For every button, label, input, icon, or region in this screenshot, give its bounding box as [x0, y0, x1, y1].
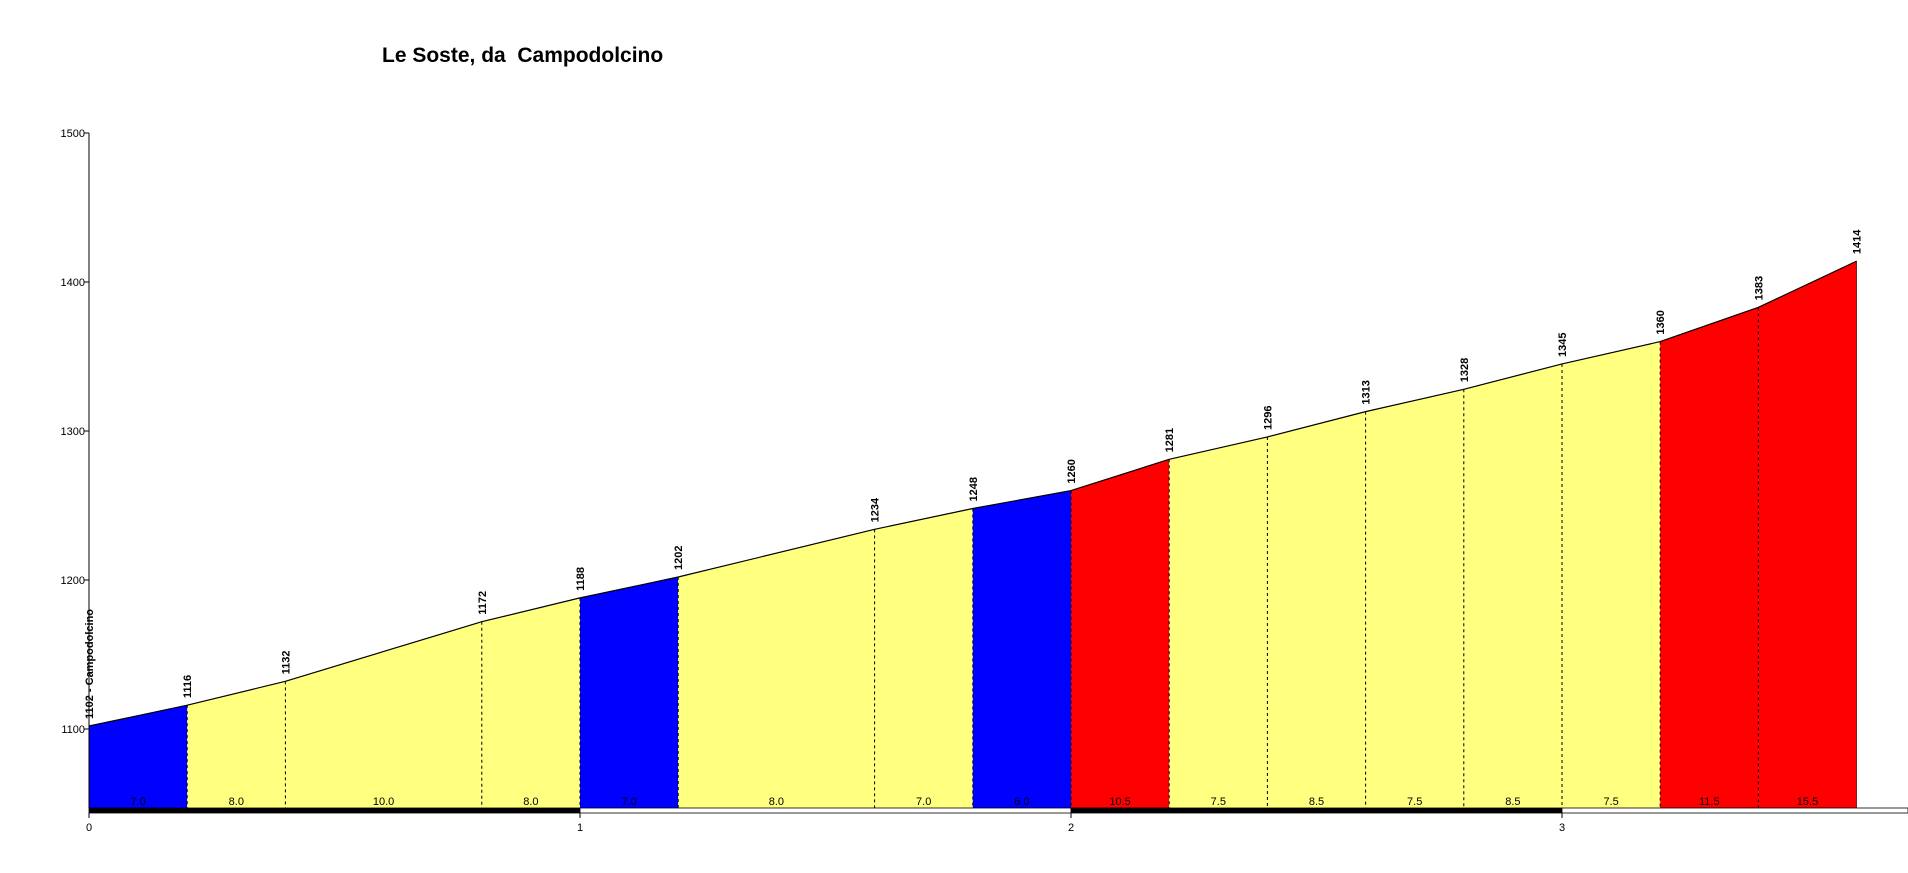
point-label: 1116	[182, 675, 194, 698]
segment-fill	[678, 529, 875, 808]
gradient-label: 8.0	[769, 796, 784, 808]
x-tick-label: 3	[1559, 822, 1565, 834]
axes: 1100 1200 1300 1400 1500 0 1 2 3	[61, 128, 1566, 834]
gradient-label: 7.0	[916, 796, 931, 808]
point-label: 1234	[870, 497, 882, 522]
gradient-label: 15.5	[1797, 796, 1818, 808]
segment-fill	[580, 577, 679, 808]
segment-fill	[1071, 459, 1170, 808]
x-tick-label: 2	[1068, 822, 1074, 834]
gradient-label: 8.0	[229, 796, 244, 808]
segment-fills	[89, 261, 1857, 808]
gradient-label: 8.5	[1309, 796, 1324, 808]
point-label: 1345	[1557, 332, 1569, 356]
gradient-label: 10.0	[373, 796, 394, 808]
gradient-label: 7.5	[1407, 796, 1422, 808]
segment-fill	[1169, 436, 1268, 808]
point-label: 1260	[1066, 459, 1078, 483]
y-tick-label: 1200	[61, 575, 85, 587]
gradient-label: 8.0	[523, 796, 538, 808]
gradient-label: 6.0	[1014, 796, 1029, 808]
point-label: 1328	[1459, 358, 1471, 382]
chart-title: Le Soste, da Campodolcino	[382, 44, 664, 67]
segment-fill	[1562, 341, 1661, 808]
gradient-labels: 7.0 8.0 10.0 8.0 7.0 8.0 7.0 6.0 10.5 7.5 8.5 7.5 8.…	[130, 796, 1818, 808]
km-bar-segment	[1070, 807, 1563, 814]
segment-fill	[1365, 389, 1464, 808]
km-bar	[88, 807, 1908, 814]
segment-fill	[89, 705, 188, 808]
x-tick-label: 1	[577, 822, 583, 834]
gradient-label: 7.0	[130, 796, 145, 808]
gradient-label: 10.5	[1109, 796, 1130, 808]
point-labels: 1102 - Campodolcino 1116 1132 1172 1188 1202 1…	[84, 229, 1864, 719]
point-label: 1188	[575, 567, 587, 591]
gradient-label: 8.5	[1505, 796, 1520, 808]
km-bar-segment	[88, 807, 581, 814]
profile-outline	[88, 260, 1857, 727]
segment-fill	[1267, 411, 1366, 808]
point-label: 1296	[1262, 405, 1274, 429]
segment-fill	[874, 508, 973, 808]
gradient-label: 11.5	[1699, 796, 1720, 808]
segment-fill	[285, 621, 482, 808]
point-label: 1248	[968, 477, 980, 501]
segment-fill	[1463, 363, 1562, 808]
segment-fill	[187, 681, 286, 808]
segment-fill	[1660, 307, 1759, 808]
y-tick-label: 1500	[61, 128, 85, 140]
km-bar-segment	[1561, 807, 1908, 814]
km-bar-segment	[579, 807, 1072, 814]
y-tick-label: 1100	[61, 724, 85, 736]
profile-line	[88, 260, 1857, 727]
x-tick-label: 0	[86, 822, 92, 834]
gradient-label: 7.5	[1211, 796, 1226, 808]
point-label: 1313	[1361, 380, 1373, 404]
y-tick-label: 1400	[61, 277, 85, 289]
point-label: 1172	[477, 591, 489, 615]
gradient-label: 7.0	[621, 796, 636, 808]
point-label: 1281	[1164, 428, 1176, 452]
point-label: 1132	[280, 650, 292, 674]
point-label: 1202	[673, 546, 685, 570]
segment-dividers	[186, 261, 1857, 808]
segment-fill	[1758, 261, 1857, 808]
point-label: 1102 - Campodolcino	[84, 609, 96, 719]
point-label: 1383	[1753, 276, 1765, 300]
segment-fill	[972, 490, 1071, 808]
point-label: 1360	[1655, 310, 1667, 334]
y-tick-label: 1300	[61, 426, 85, 438]
gradient-label: 7.5	[1603, 796, 1618, 808]
segment-fill	[481, 597, 580, 808]
point-label: 1414	[1852, 229, 1864, 254]
